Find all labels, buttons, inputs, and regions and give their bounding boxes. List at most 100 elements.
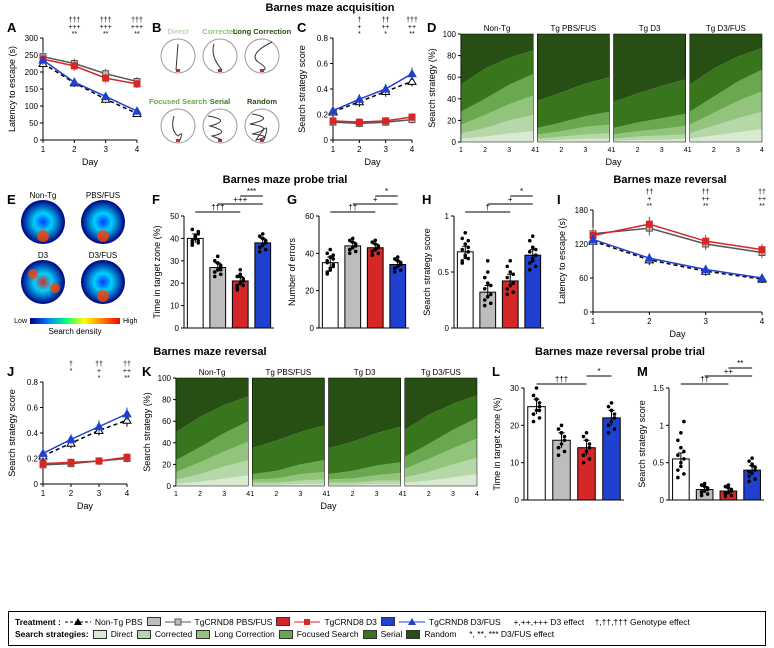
heatmaps-E: Non-TgPBS/FUSD3D3/FUSLowHighSearch densi… [5,190,145,340]
lbl-serial: Serial [381,628,403,641]
svg-text:0.2: 0.2 [317,111,329,120]
svg-text:3: 3 [298,491,302,498]
chart-A: 0501001502002503001234DayLatency to esca… [5,18,145,168]
svg-text:2: 2 [351,491,355,498]
svg-text:2: 2 [483,147,487,154]
svg-text:Tg D3: Tg D3 [639,24,661,33]
svg-text:Tg PBS/FUS: Tg PBS/FUS [265,368,311,377]
svg-text:Latency to escape (s): Latency to escape (s) [7,46,17,132]
svg-text:1.5: 1.5 [653,384,665,393]
svg-text:0.4: 0.4 [27,429,39,438]
legend-d3fus: TgCRND8 D3/FUS [429,616,501,629]
svg-text:2: 2 [69,489,74,498]
svg-text:Tg D3/FUS: Tg D3/FUS [706,24,746,33]
svg-text:30: 30 [170,257,179,266]
label-I: I [557,192,561,207]
label-B: B [152,20,161,35]
svg-text:*: * [98,375,101,382]
title-reversal2: Barnes maze reversal [100,346,320,358]
svg-text:20: 20 [305,287,314,296]
label-D: D [427,20,436,35]
svg-text:†††: ††† [68,17,80,24]
svg-text:1: 1 [688,147,692,154]
legend-nontg-line [65,617,91,627]
legend-geno-effect: †,††,††† Genotype effect [595,616,690,629]
svg-text:0: 0 [324,136,329,145]
svg-text:3: 3 [736,147,740,154]
legend-d3-effect: +,++,+++ D3 effect [513,616,584,629]
svg-text:Search strategy score: Search strategy score [637,400,647,488]
svg-text:2: 2 [636,147,640,154]
svg-text:1: 1 [459,147,463,154]
figure-container: { "titles": { "acquisition": "Barnes maz… [0,0,774,648]
svg-text:**: ** [103,31,109,38]
svg-text:40: 40 [447,95,456,104]
label-C: C [297,20,306,35]
svg-text:Day: Day [364,157,381,167]
svg-text:D3/FUS: D3/FUS [89,251,117,260]
svg-text:Day: Day [605,157,622,167]
svg-text:2: 2 [72,145,77,154]
svg-text:†: † [357,17,361,24]
svg-text:0.5: 0.5 [438,268,450,277]
svg-text:**: ** [124,375,130,382]
svg-text:††: †† [123,361,131,368]
legend: Treatment : Non-Tg PBS TgCRND8 PBS/FUS T… [8,611,766,647]
svg-text:180: 180 [575,206,589,215]
svg-text:0: 0 [34,136,39,145]
svg-text:3: 3 [97,489,102,498]
svg-text:3: 3 [222,491,226,498]
svg-text:Time in target zone (%): Time in target zone (%) [152,225,162,318]
svg-text:1: 1 [403,491,407,498]
svg-text:0: 0 [445,324,450,333]
panel-A: A 0501001502002503001234DayLatency to es… [5,18,145,168]
panel-E: E Non-TgPBS/FUSD3D3/FUSLowHighSearch den… [5,190,145,340]
svg-text:4: 4 [135,145,140,154]
svg-text:0.8: 0.8 [317,34,329,43]
svg-text:++: ++ [123,368,131,375]
label-F: F [152,192,160,207]
svg-text:††: †† [758,189,766,196]
chart-L: 0102030Time in target zone (%)†††* [490,362,630,512]
svg-text:Search strategy (%): Search strategy (%) [142,392,152,472]
svg-text:D3: D3 [38,251,49,260]
svg-text:0.2: 0.2 [27,455,39,464]
swatch-serial [363,630,377,639]
svg-text:**: ** [647,203,653,210]
panel-D: D 020406080100Search strategy (%)Non-Tg1… [425,18,770,168]
panel-L: L 0102030Time in target zone (%)†††* [490,362,630,512]
svg-text:Day: Day [77,501,94,511]
panel-H: H 00.51Search strategy score†+* [420,190,550,340]
panel-I: I 0601201801234DayLatency to escape (s)†… [555,190,770,340]
lbl-long: Long Correction [214,628,274,641]
lbl-direct: Direct [111,628,133,641]
lbl-corrected: Corrected [155,628,192,641]
svg-text:0: 0 [584,308,589,317]
svg-text:Search strategy score: Search strategy score [297,45,307,133]
swatch-random [406,630,420,639]
svg-text:200: 200 [25,68,39,77]
legend-d3-swatch [276,617,290,626]
svg-text:2: 2 [427,491,431,498]
svg-text:4: 4 [760,147,764,154]
svg-text:Tg D3/FUS: Tg D3/FUS [421,368,461,377]
svg-text:High: High [123,318,138,325]
svg-text:1: 1 [445,212,450,221]
legend-treatment-label: Treatment : [15,616,61,629]
svg-text:Low: Low [14,318,28,325]
svg-text:3: 3 [703,317,708,326]
svg-text:30: 30 [510,384,519,393]
svg-text:3: 3 [660,147,664,154]
chart-K: 020406080100Search strategy (%)Non-Tg123… [140,362,485,512]
swatch-corrected [137,630,151,639]
svg-text:4: 4 [125,489,130,498]
title-acquisition: Barnes maze acquisition [180,2,480,14]
svg-text:Non-Tg: Non-Tg [30,191,57,200]
svg-text:++: ++ [758,196,766,203]
legend-nontg: Non-Tg PBS [95,616,143,629]
label-K: K [142,364,151,379]
svg-text:4: 4 [760,317,765,326]
label-L: L [492,364,500,379]
svg-text:50: 50 [170,212,179,221]
svg-text:*: * [384,31,387,38]
